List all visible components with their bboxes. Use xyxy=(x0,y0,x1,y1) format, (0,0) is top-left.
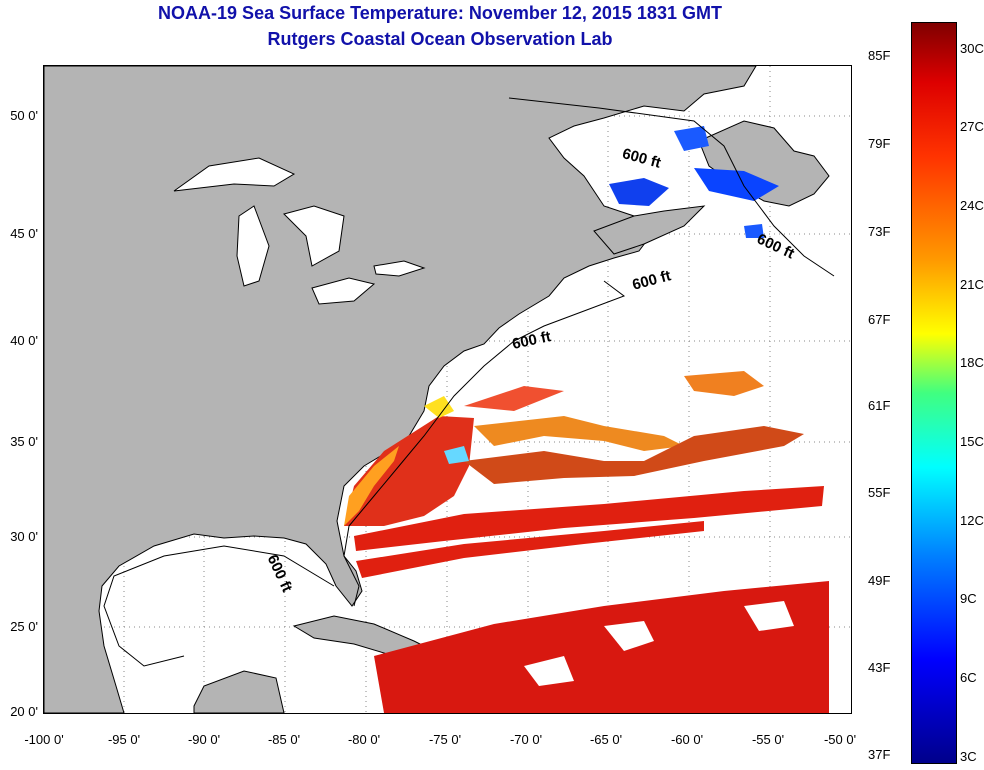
map-title: NOAA-19 Sea Surface Temperature: Novembe… xyxy=(158,3,722,23)
great-lakes xyxy=(173,157,426,305)
lon-label: -90 0' xyxy=(187,732,221,747)
lon-label: -55 0' xyxy=(751,732,785,747)
lon-label: -100 0' xyxy=(24,732,64,747)
colorbar-label-f: 67F xyxy=(868,312,891,327)
lon-label: -70 0' xyxy=(509,732,543,747)
nova-scotia-land xyxy=(593,205,706,255)
sst-observations xyxy=(344,126,829,713)
lat-label: 30 0' xyxy=(10,529,38,544)
lon-label: -75 0' xyxy=(428,732,462,747)
lat-label: 25 0' xyxy=(10,619,38,634)
lat-label: 35 0' xyxy=(10,434,38,449)
sst-map-canvas xyxy=(44,66,851,713)
temperature-colorbar xyxy=(911,22,957,764)
colorbar-label-c: 9C xyxy=(960,591,977,606)
colorbar-label-f: 79F xyxy=(868,136,891,151)
600ft-isobath xyxy=(103,97,835,667)
lat-label: 45 0' xyxy=(10,226,38,241)
lat-label: 40 0' xyxy=(10,333,38,348)
lat-label: 50 0' xyxy=(10,108,38,123)
lon-label: -60 0' xyxy=(670,732,704,747)
colorbar-label-c: 30C xyxy=(960,41,984,56)
colorbar-label-c: 6C xyxy=(960,670,977,685)
lat-label: 20 0' xyxy=(10,704,38,719)
colorbar-label-f: 49F xyxy=(868,573,891,588)
colorbar-label-c: 3C xyxy=(960,749,977,764)
colorbar-label-c: 15C xyxy=(960,434,984,449)
north-america-land xyxy=(44,66,757,713)
colorbar-label-f: 85F xyxy=(868,48,891,63)
lon-label: -65 0' xyxy=(589,732,623,747)
lon-label: -50 0' xyxy=(823,732,857,747)
colorbar-label-f: 55F xyxy=(868,485,891,500)
colorbar-label-c: 12C xyxy=(960,513,984,528)
lon-label: -95 0' xyxy=(107,732,141,747)
colorbar-label-f: 73F xyxy=(868,224,891,239)
colorbar-label-f: 37F xyxy=(868,747,891,762)
colorbar-label-f: 43F xyxy=(868,660,891,675)
yucatan-land xyxy=(193,670,285,713)
lon-label: -85 0' xyxy=(267,732,301,747)
colorbar-label-c: 24C xyxy=(960,198,984,213)
sst-map xyxy=(43,65,852,714)
map-subtitle: Rutgers Coastal Ocean Observation Lab xyxy=(267,29,613,49)
colorbar-label-c: 27C xyxy=(960,119,984,134)
colorbar-label-f: 61F xyxy=(868,398,891,413)
colorbar-label-c: 21C xyxy=(960,277,984,292)
lon-label: -80 0' xyxy=(347,732,381,747)
colorbar-label-c: 18C xyxy=(960,355,984,370)
